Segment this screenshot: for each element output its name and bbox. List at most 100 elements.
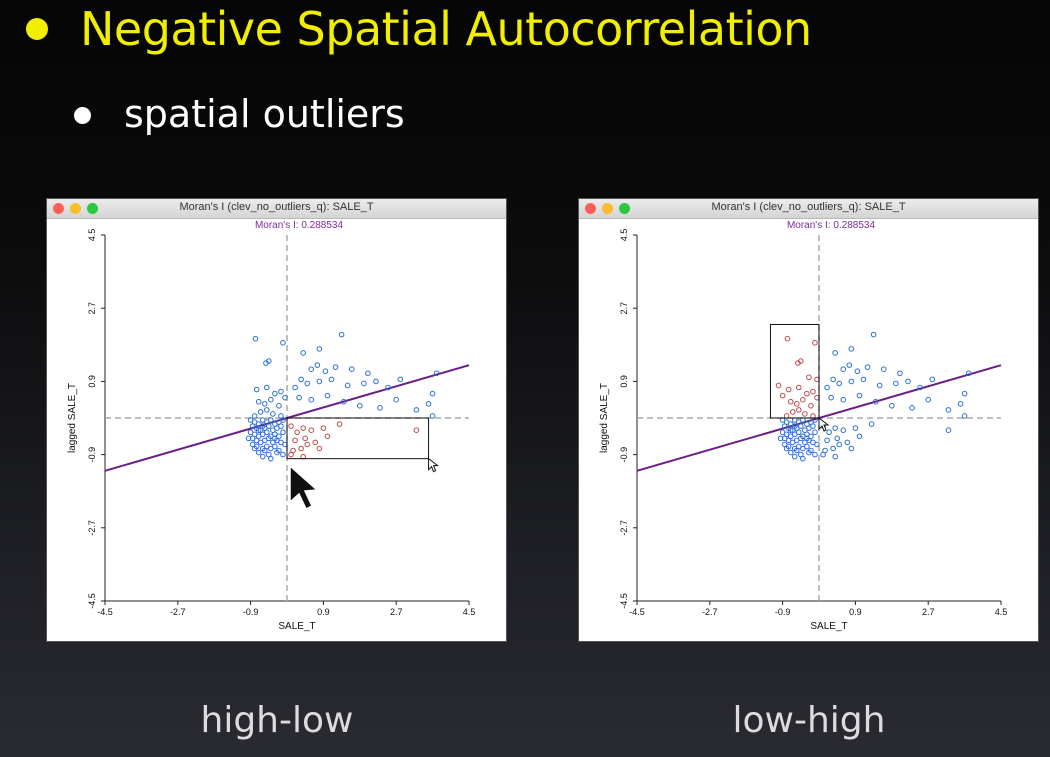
selected-point: [298, 445, 304, 452]
x-tick-label: -0.9: [775, 607, 791, 617]
selected-point: [795, 407, 802, 413]
data-point: [824, 437, 830, 444]
selected-point: [302, 435, 309, 442]
data-point: [413, 407, 420, 413]
data-point: [806, 449, 812, 456]
selected-point: [802, 411, 808, 417]
selected-point: [810, 388, 816, 395]
selected-point: [779, 392, 786, 399]
window-titlebar[interactable]: Moran's I (clev_no_outliers_q): SALE_T: [47, 199, 506, 219]
data-point: [255, 427, 262, 433]
x-tick-label: 4.5: [995, 607, 1008, 617]
data-point: [255, 449, 262, 456]
selected-point: [324, 433, 331, 440]
x-tick-label: -4.5: [97, 607, 113, 617]
data-point: [357, 403, 363, 409]
cursor-icon: [428, 457, 440, 473]
cursor-icon: [289, 464, 319, 511]
moran-window-left[interactable]: Moran's I (clev_no_outliers_q): SALE_T M…: [47, 199, 506, 641]
selected-point: [806, 374, 812, 381]
close-icon[interactable]: [53, 203, 64, 214]
data-point: [798, 423, 804, 429]
x-tick-label: -4.5: [629, 607, 645, 617]
data-point: [864, 364, 871, 370]
data-point: [848, 378, 855, 385]
data-point: [787, 427, 794, 433]
data-point: [266, 435, 272, 442]
data-point: [795, 429, 802, 436]
moran-scatterplot[interactable]: Moran's I: 0.288534 -4.5 -2.7 -0.9 0.9 2.7 4.5…: [47, 219, 506, 641]
moran-scatterplot[interactable]: Moran's I: 0.288534 -4.5 -2.7 -0.9 0.9 2.7 4.5…: [579, 219, 1038, 641]
data-point: [830, 445, 836, 452]
y-tick-label: -4.5: [619, 593, 629, 609]
data-point: [810, 423, 816, 429]
data-point: [266, 358, 272, 364]
data-point: [433, 370, 440, 377]
data-point: [957, 400, 964, 407]
data-point: [828, 394, 834, 401]
data-point: [261, 447, 268, 454]
data-point: [348, 366, 355, 372]
data-point: [324, 392, 331, 399]
selected-point: [288, 451, 294, 458]
selected-point: [308, 427, 315, 433]
window-title: Moran's I (clev_no_outliers_q): SALE_T: [179, 201, 374, 213]
data-point: [361, 380, 367, 387]
zoom-icon[interactable]: [87, 203, 98, 214]
subtitle-bullet: [74, 107, 91, 124]
selected-point: [795, 384, 802, 391]
data-point: [945, 427, 952, 433]
data-point: [308, 396, 315, 403]
data-point: [856, 392, 863, 399]
data-point: [961, 390, 968, 397]
x-tick-label: -0.9: [243, 607, 259, 617]
data-point: [917, 384, 923, 391]
data-point: [834, 435, 841, 442]
data-point: [270, 411, 276, 417]
zoom-icon[interactable]: [619, 203, 630, 214]
close-icon[interactable]: [585, 203, 596, 214]
data-point: [945, 407, 952, 413]
data-point: [791, 423, 798, 429]
data-point: [263, 407, 270, 413]
y-axis-label: lagged SALE_T: [599, 383, 610, 453]
selected-point: [789, 409, 796, 415]
selected-point: [808, 403, 814, 409]
data-point: [800, 455, 806, 462]
selection-box: [769, 323, 820, 419]
data-point: [893, 380, 899, 387]
y-tick-label: 0.9: [619, 375, 629, 388]
y-tick-label: -2.7: [619, 520, 629, 536]
data-point: [429, 413, 436, 419]
data-point: [338, 331, 345, 338]
morans-i-label: Moran's I: 0.288534: [255, 220, 344, 231]
window-titlebar[interactable]: Moran's I (clev_no_outliers_q): SALE_T: [579, 199, 1038, 219]
selected-point: [336, 421, 343, 427]
data-point: [332, 364, 339, 370]
selected-point: [787, 398, 794, 405]
data-point: [832, 425, 838, 431]
data-point: [373, 378, 379, 385]
data-point: [278, 388, 284, 395]
minimize-icon[interactable]: [602, 203, 613, 214]
data-point: [852, 425, 859, 431]
data-point: [322, 368, 329, 375]
data-point: [905, 378, 911, 385]
morans-i-label: Moran's I: 0.288534: [787, 220, 876, 231]
data-point: [965, 370, 972, 377]
x-tick-label: -2.7: [702, 607, 718, 617]
x-tick-label: 4.5: [463, 607, 476, 617]
data-point: [308, 366, 315, 372]
selection-box: [286, 417, 430, 460]
data-point: [268, 396, 274, 403]
data-point: [787, 449, 794, 456]
minimize-icon[interactable]: [70, 203, 81, 214]
data-point: [840, 366, 847, 372]
data-point: [836, 441, 843, 448]
selected-point: [413, 427, 420, 433]
data-point: [897, 370, 903, 377]
data-point: [245, 435, 252, 442]
moran-window-right[interactable]: Moran's I (clev_no_outliers_q): SALE_T M…: [579, 199, 1038, 641]
y-tick-label: -0.9: [87, 447, 97, 463]
data-point: [300, 350, 306, 356]
